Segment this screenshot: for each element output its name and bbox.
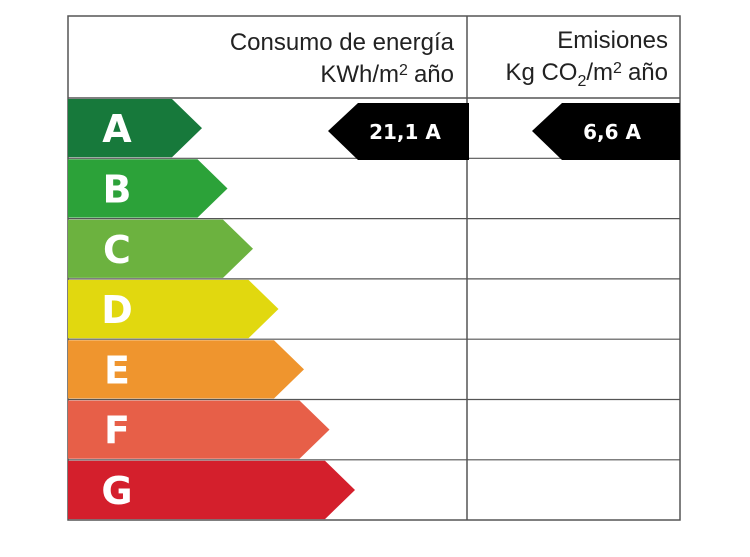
- rating-arrow: [68, 99, 202, 158]
- unit-part: /m: [586, 59, 613, 86]
- rating-arrow: [68, 460, 355, 520]
- energy-unit: KWh/m2 año: [320, 61, 454, 88]
- rating-letter: G: [101, 469, 132, 513]
- rating-arrow: [68, 219, 253, 278]
- rating-letter: E: [104, 348, 130, 392]
- rating-arrow: [68, 340, 304, 399]
- energy-title: Consumo de energía: [230, 29, 455, 56]
- unit-sup: 2: [613, 60, 622, 77]
- unit-part: KWh/m: [320, 61, 399, 88]
- unit-part: año: [414, 61, 454, 88]
- rating-arrow: [68, 159, 228, 218]
- emissions-indicator: 6,6 A: [583, 120, 641, 144]
- emissions-indicator-arrow: [532, 103, 680, 160]
- unit-part: Kg CO: [505, 59, 577, 86]
- rating-letter: B: [103, 167, 132, 211]
- rating-letter: D: [101, 288, 133, 332]
- unit-part: año: [628, 59, 668, 86]
- unit-sup: 2: [399, 62, 408, 79]
- rating-letter: F: [104, 409, 130, 453]
- emissions-title: Emisiones: [557, 27, 668, 54]
- rating-letter: C: [103, 228, 131, 272]
- rating-arrow: [68, 400, 330, 459]
- energy-indicator: 21,1 A: [369, 120, 441, 144]
- rating-letter: A: [102, 107, 132, 151]
- unit-sub: 2: [577, 73, 586, 90]
- energy-indicator-arrow: [328, 103, 469, 160]
- rating-arrow: [68, 279, 279, 339]
- emissions-unit: Kg CO2/m2 año: [505, 59, 668, 90]
